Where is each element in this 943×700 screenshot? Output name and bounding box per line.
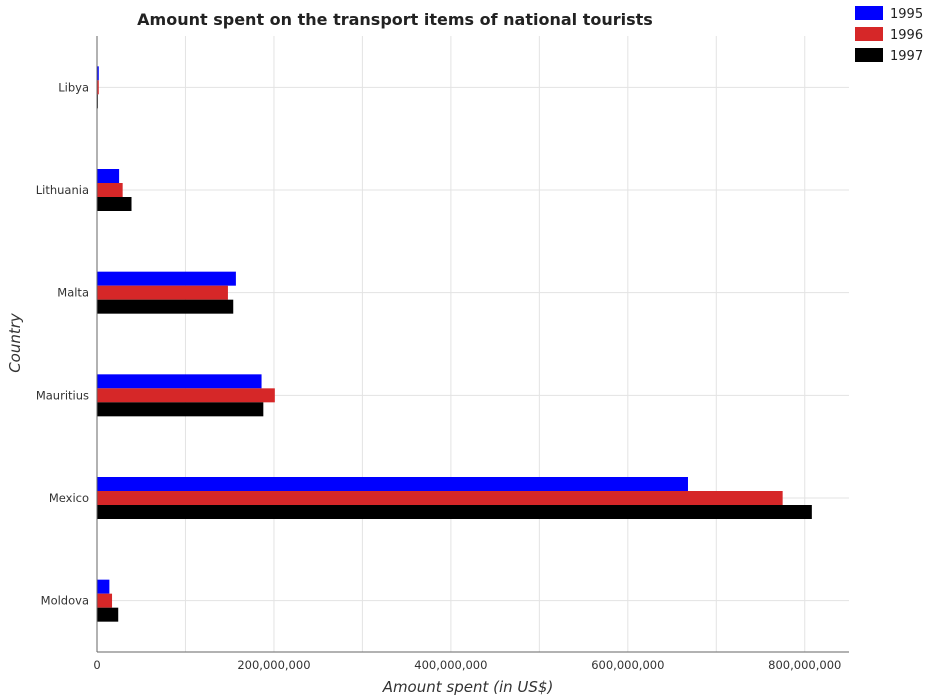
y-tick-label: Mexico xyxy=(49,491,89,505)
y-tick-label: Lithuania xyxy=(36,183,89,197)
bar-1997-malta xyxy=(97,299,234,314)
x-axis-label: Amount spent (in US$) xyxy=(382,678,554,696)
legend: 1995 1996 1997 xyxy=(855,6,923,64)
bar-1995-lithuania xyxy=(97,169,120,183)
bars xyxy=(97,66,812,622)
bar-1997-mauritius xyxy=(97,402,264,417)
axes: 0 200,000,000 400,000,000 600,000,000 800,00… xyxy=(36,36,849,672)
legend-swatch-1997 xyxy=(855,48,883,62)
x-tick-label: 600,000,000 xyxy=(591,658,664,672)
legend-label-1995: 1995 xyxy=(890,7,923,22)
legend-swatch-1996 xyxy=(855,27,883,41)
chart-title: Amount spent on the transport items of n… xyxy=(137,10,653,29)
y-tick-label: Mauritius xyxy=(36,388,89,402)
bar-1997-lithuania xyxy=(97,197,132,211)
y-tick-label: Moldova xyxy=(41,594,89,608)
gridlines xyxy=(96,36,849,652)
bar-1996-moldova xyxy=(97,593,113,608)
legend-label-1997: 1997 xyxy=(890,49,923,64)
legend-label-1996: 1996 xyxy=(890,28,923,43)
y-axis-label: Country xyxy=(6,312,24,373)
bar-1996-libya xyxy=(97,80,99,95)
bar-1995-mexico xyxy=(97,477,688,491)
bar-1995-moldova xyxy=(97,579,110,594)
bar-1995-mauritius xyxy=(97,374,262,389)
bar-1997-mexico xyxy=(97,505,812,519)
x-tick-label: 400,000,000 xyxy=(414,658,487,672)
y-tick-label: Libya xyxy=(58,80,89,94)
bar-1996-mexico xyxy=(97,491,783,505)
x-tick-label: 0 xyxy=(93,658,100,672)
bar-1996-mauritius xyxy=(97,388,275,403)
y-tick-label: Malta xyxy=(57,286,89,300)
bar-1997-moldova xyxy=(97,607,119,622)
x-tick-label: 800,000,000 xyxy=(768,658,841,672)
bar-1996-malta xyxy=(97,285,228,300)
legend-swatch-1995 xyxy=(855,6,883,20)
bar-1995-malta xyxy=(97,271,236,286)
x-tick-label: 200,000,000 xyxy=(237,658,310,672)
bar-1995-libya xyxy=(97,66,99,81)
bar-1996-lithuania xyxy=(97,183,123,197)
